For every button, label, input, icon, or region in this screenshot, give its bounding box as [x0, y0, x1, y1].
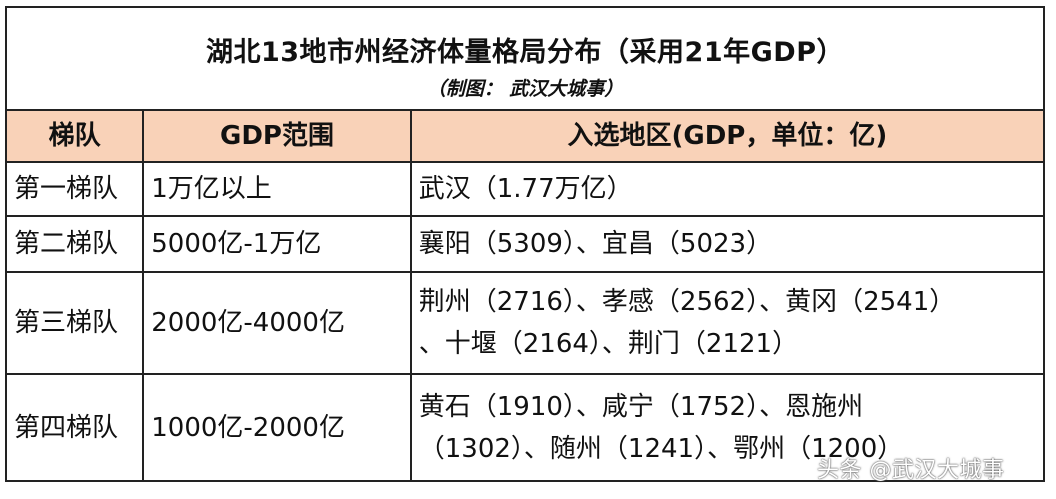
gdp-tier-table: 梯队 GDP范围 入选地区(GDP，单位：亿) 第一梯队 1万亿以上 武汉（1.…: [4, 109, 1046, 482]
regions-line: （1302）、随州（1241）、鄂州（1200）: [418, 433, 904, 464]
tier-cell: 第三梯队: [4, 271, 145, 375]
range-cell: 1万亿以上: [142, 161, 412, 217]
regions-cell: 荆州（2716）、孝感（2562）、黄冈（2541） 、十堰（2164）、荆门（…: [409, 271, 1046, 375]
table-row: 第一梯队 1万亿以上 武汉（1.77万亿）: [4, 161, 1046, 217]
table-title: 湖北13地市州经济体量格局分布（采用21年GDP）: [205, 37, 844, 68]
header-gdp-range: GDP范围: [142, 109, 412, 163]
regions-cell: 襄阳（5309）、宜昌（5023）: [409, 215, 1046, 273]
table-subtitle: （制图： 武汉大城事）: [426, 78, 624, 100]
regions-cell: 黄石（1910）、咸宁（1752）、恩施州 （1302）、随州（1241）、鄂州…: [409, 373, 1046, 482]
regions-line: 襄阳（5309）、宜昌（5023）: [418, 229, 773, 259]
regions-line: 黄石（1910）、咸宁（1752）、恩施州: [418, 391, 864, 422]
infographic-table-frame: 湖北13地市州经济体量格局分布（采用21年GDP） （制图： 武汉大城事） 梯队…: [4, 6, 1046, 490]
header-row: 梯队 GDP范围 入选地区(GDP，单位：亿): [4, 109, 1046, 163]
table-row: 第四梯队 1000亿-2000亿 黄石（1910）、咸宁（1752）、恩施州 （…: [4, 373, 1046, 482]
source-watermark: 头条 @武汉大城事: [817, 458, 1005, 483]
range-cell: 5000亿-1万亿: [142, 215, 412, 273]
table-row: 第二梯队 5000亿-1万亿 襄阳（5309）、宜昌（5023）: [4, 215, 1046, 273]
range-cell: 2000亿-4000亿: [142, 271, 412, 375]
tier-cell: 第一梯队: [4, 161, 145, 217]
regions-cell: 武汉（1.77万亿）: [409, 161, 1046, 217]
header-tier: 梯队: [4, 109, 145, 163]
table-row: 第三梯队 2000亿-4000亿 荆州（2716）、孝感（2562）、黄冈（25…: [4, 271, 1046, 375]
regions-line: 武汉（1.77万亿）: [418, 174, 633, 204]
regions-line: 荆州（2716）、孝感（2562）、黄冈（2541）: [418, 287, 956, 317]
header-regions: 入选地区(GDP，单位：亿): [409, 109, 1046, 163]
tier-cell: 第四梯队: [4, 373, 145, 482]
range-cell: 1000亿-2000亿: [142, 373, 412, 482]
title-box: 湖北13地市州经济体量格局分布（采用21年GDP） （制图： 武汉大城事）: [5, 6, 1045, 109]
regions-line: 、十堰（2164）、荆门（2121）: [418, 329, 799, 359]
tier-cell: 第二梯队: [4, 215, 145, 273]
